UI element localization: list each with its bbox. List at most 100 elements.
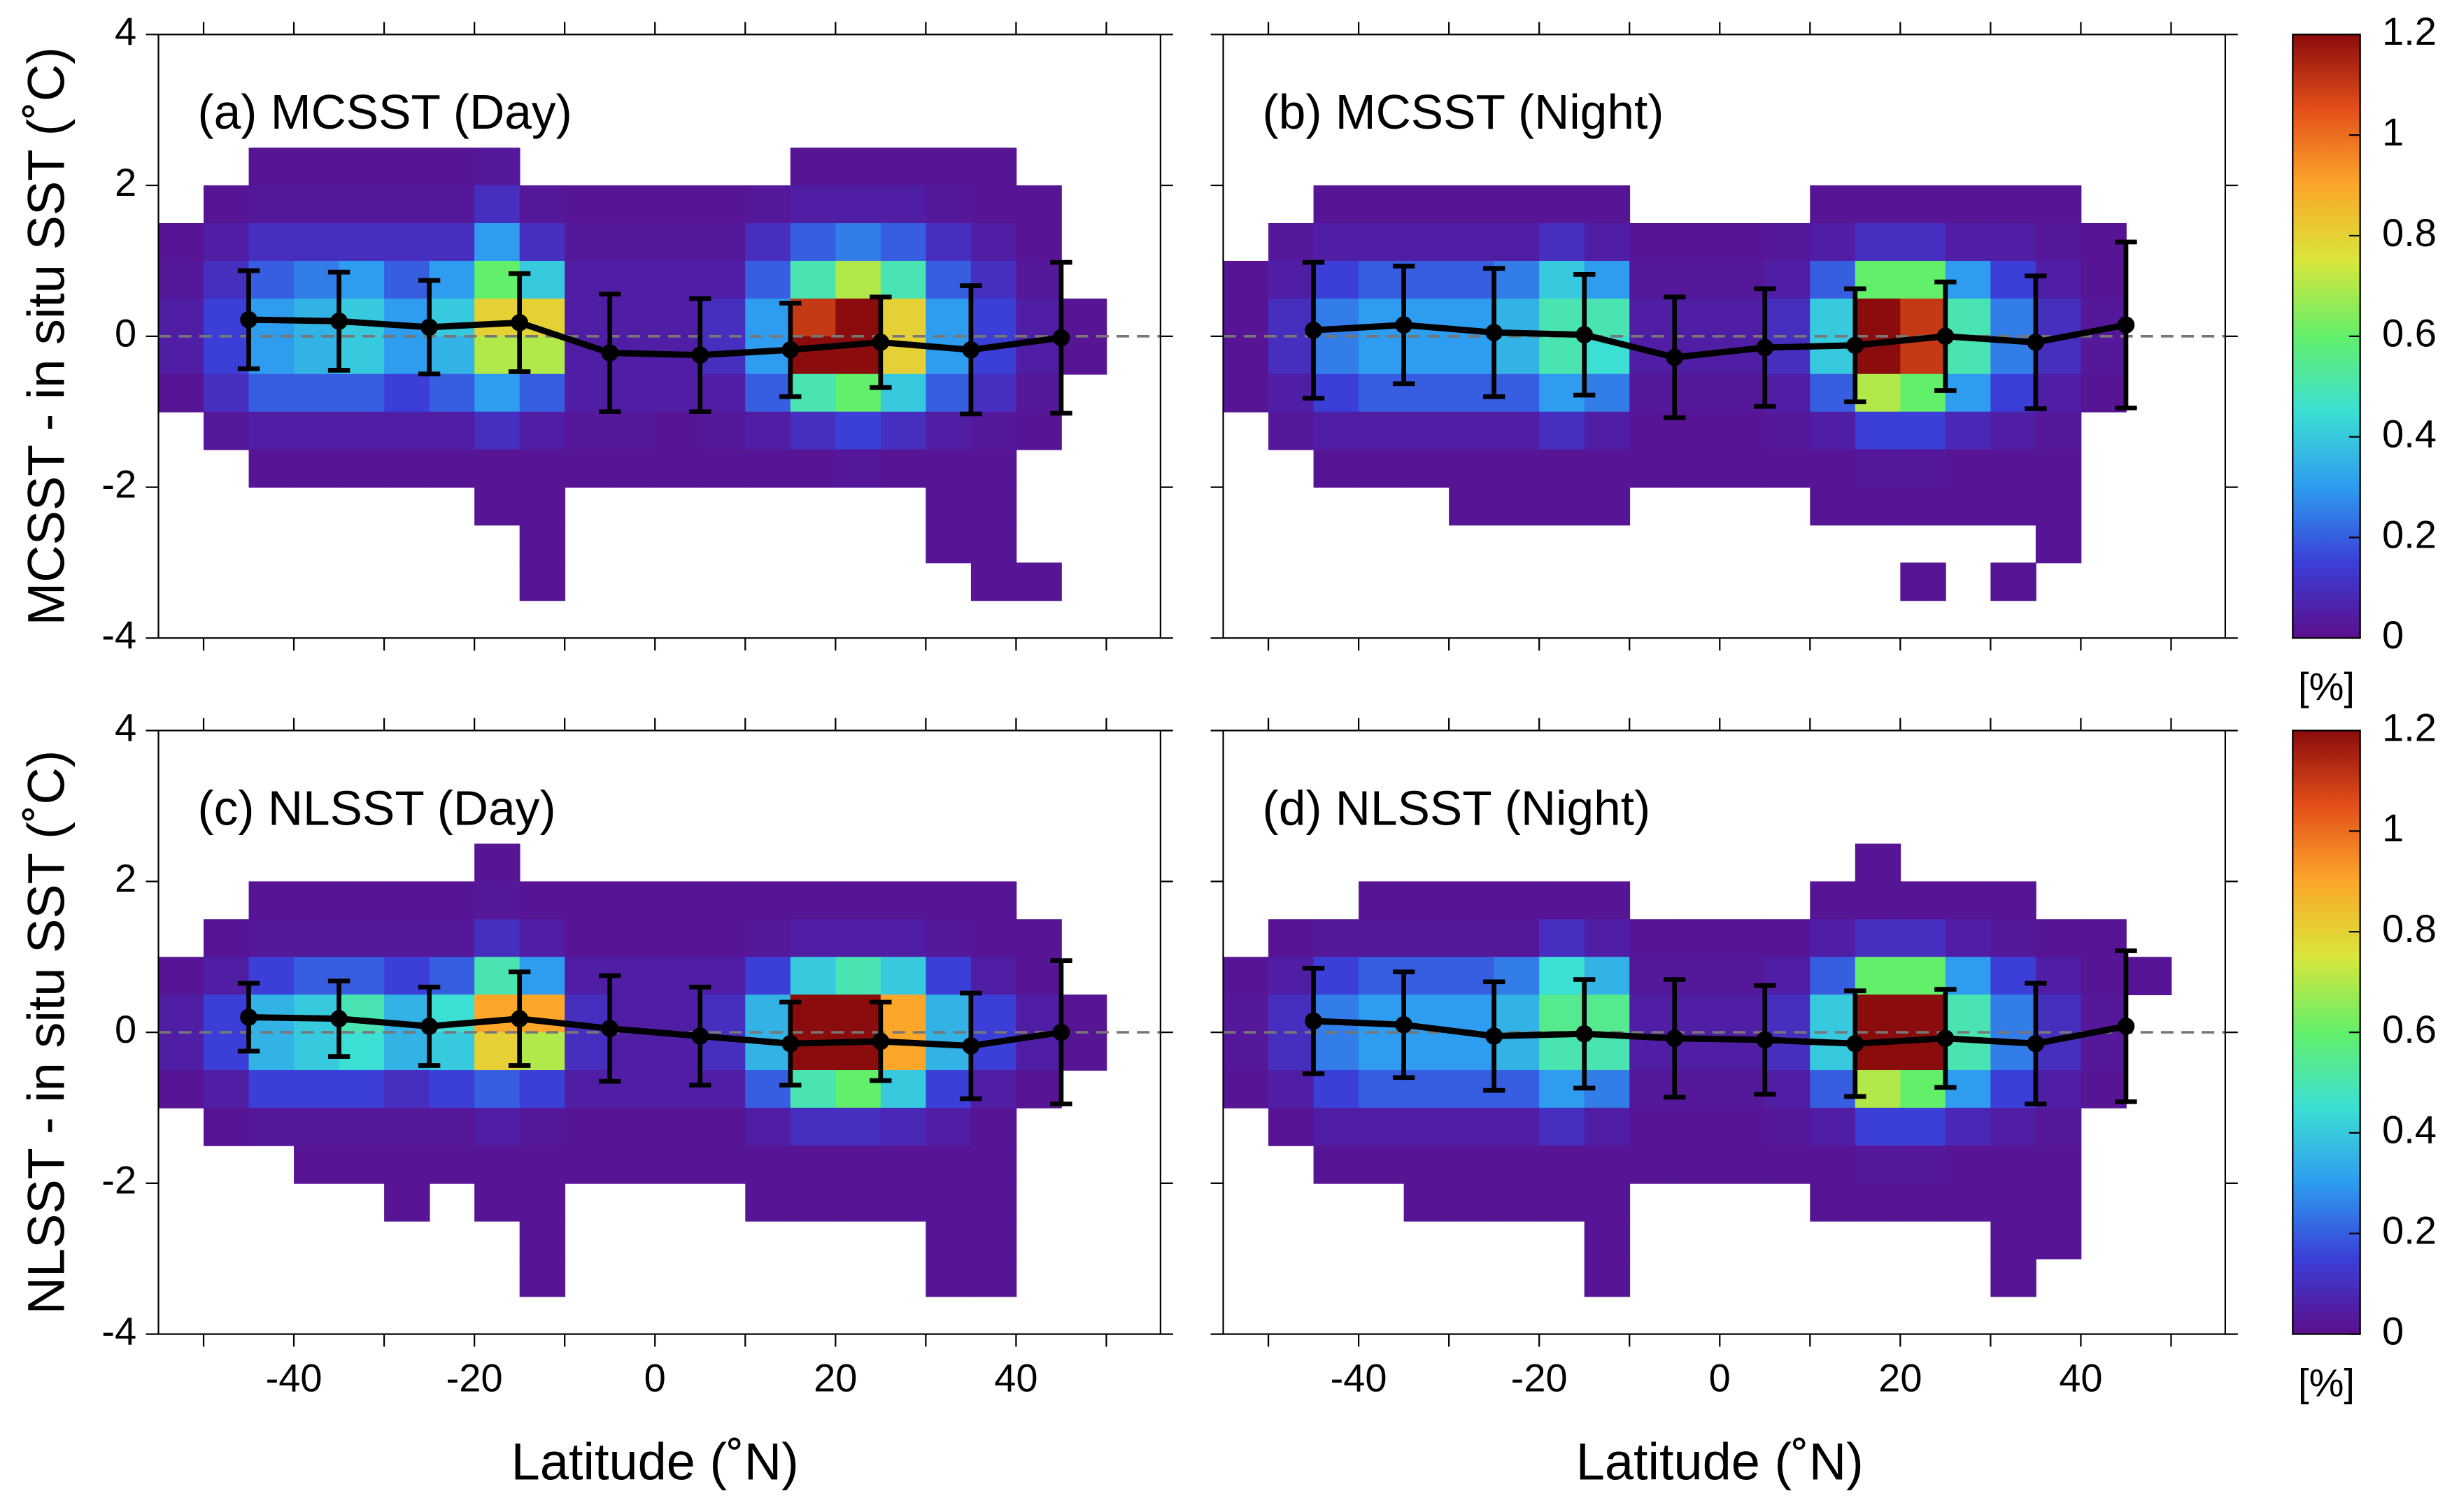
heatmap-cell <box>926 525 972 564</box>
heatmap-cell <box>2081 260 2127 299</box>
heatmap-cell <box>1268 336 1314 375</box>
heatmap-cell <box>2035 957 2082 996</box>
heatmap-cell <box>1855 843 1901 883</box>
heatmap-cell <box>1359 185 1405 224</box>
heatmap-cell <box>970 411 1017 450</box>
heatmap-cell <box>1061 994 1107 1033</box>
heatmap-cell <box>1810 487 1856 526</box>
heatmap-cell <box>294 919 340 958</box>
heatmap-cell <box>1855 1145 1901 1184</box>
y-tick-label: 2 <box>115 160 136 204</box>
heatmap-cell <box>1990 223 2036 262</box>
heatmap-cell <box>835 185 881 224</box>
heatmap-cell <box>1855 1070 1901 1108</box>
heatmap-cell <box>880 881 927 920</box>
colorbar-tick-label: 0.6 <box>2382 1007 2437 1051</box>
mean-point <box>240 1008 257 1026</box>
heatmap-cell <box>204 185 250 224</box>
heatmap-cell <box>1855 373 1901 413</box>
heatmap-cell <box>294 148 340 186</box>
heatmap-cell <box>1990 919 2036 958</box>
heatmap-cell <box>1855 185 1901 224</box>
heatmap-cell <box>655 260 701 299</box>
heatmap-cell <box>1539 336 1585 375</box>
heatmap-cell <box>1674 994 1721 1033</box>
heatmap-cell <box>970 1070 1017 1108</box>
colorbar-tick-label: 1.2 <box>2382 9 2437 53</box>
heatmap-cell <box>158 373 204 413</box>
heatmap-cell <box>384 449 430 488</box>
heatmap-cell <box>1629 919 1675 958</box>
mean-line <box>248 316 1062 359</box>
heatmap-cell <box>474 185 520 224</box>
heatmap-cell <box>1584 1107 1631 1146</box>
heatmap-cell <box>970 185 1017 224</box>
colorbar-tick-label: 0.4 <box>2382 411 2437 455</box>
heatmap-cell <box>429 148 476 186</box>
heatmap-cell <box>339 223 385 262</box>
heatmap-cell <box>474 1145 520 1184</box>
heatmap-cell <box>745 1145 791 1184</box>
heatmap-cell <box>926 449 972 488</box>
heatmap-cell <box>1720 919 1766 958</box>
y-tick-label: -2 <box>101 1158 136 1202</box>
heatmap-cell <box>474 260 520 299</box>
heatmap-cell <box>1016 919 1062 958</box>
heatmap-cell <box>1359 919 1405 958</box>
heatmap-cell <box>1359 336 1405 375</box>
heatmap-cell <box>1720 994 1766 1033</box>
heatmap-cell <box>2035 1107 2082 1146</box>
heatmap-cell <box>609 298 656 337</box>
heatmap-cell <box>429 1107 476 1146</box>
mean-point <box>1485 1027 1503 1045</box>
heatmap-cell <box>1016 562 1062 601</box>
heatmap-cell <box>1945 1145 1992 1184</box>
heatmap-cell <box>970 1183 1017 1222</box>
heatmap-cell <box>2035 1183 2082 1222</box>
heatmap-cell <box>1539 260 1585 299</box>
heatmap-cell <box>384 411 430 450</box>
mean-point <box>1756 1031 1774 1049</box>
heatmap-cell <box>1900 1183 1946 1222</box>
mean-point <box>1846 336 1864 355</box>
heatmap-cell <box>1359 298 1405 337</box>
heatmap-cell <box>926 1145 972 1184</box>
y-tick-label: 0 <box>115 311 136 355</box>
heatmap-cell <box>158 994 204 1033</box>
heatmap-cell <box>1629 994 1675 1033</box>
heatmap-cell <box>1990 260 2036 299</box>
heatmap-cell <box>1990 185 2036 224</box>
heatmap-cell <box>835 298 881 337</box>
heatmap-cell <box>655 919 701 958</box>
heatmap-cell <box>880 260 927 299</box>
heatmap-cell <box>1403 957 1450 996</box>
heatmap-cell <box>1449 487 1495 526</box>
heatmap-cell <box>926 1258 972 1297</box>
heatmap-cell <box>384 919 430 958</box>
heatmap-cell <box>1764 1070 1811 1108</box>
heatmap-cell <box>880 411 927 450</box>
heatmap-cell <box>835 1183 881 1222</box>
heatmap-cell <box>1990 1107 2036 1146</box>
heatmap-cell <box>1629 1070 1675 1108</box>
mean-point <box>1575 326 1594 343</box>
heatmap-cell <box>474 1070 520 1108</box>
heatmap-cell <box>1584 1258 1631 1297</box>
heatmap-cell <box>1720 1070 1766 1108</box>
heatmap-cell <box>609 1145 656 1184</box>
heatmap-cell <box>970 562 1017 601</box>
heatmap-cell <box>1313 373 1359 413</box>
heatmap-cell <box>1449 185 1495 224</box>
heatmap-cell <box>1539 449 1585 488</box>
heatmap-cell <box>1584 957 1631 996</box>
heatmap-cell <box>1449 1145 1495 1184</box>
colorbar-tick-label: 0.8 <box>2382 906 2437 950</box>
heatmap-cell <box>384 148 430 186</box>
heatmap-cell <box>294 223 340 262</box>
heatmap-cell <box>1359 449 1405 488</box>
heatmap-cell <box>1720 449 1766 488</box>
heatmap-cell <box>1629 260 1675 299</box>
heatmap-cell <box>519 449 566 488</box>
mean-line <box>1313 322 2127 361</box>
heatmap-cell <box>158 336 204 375</box>
